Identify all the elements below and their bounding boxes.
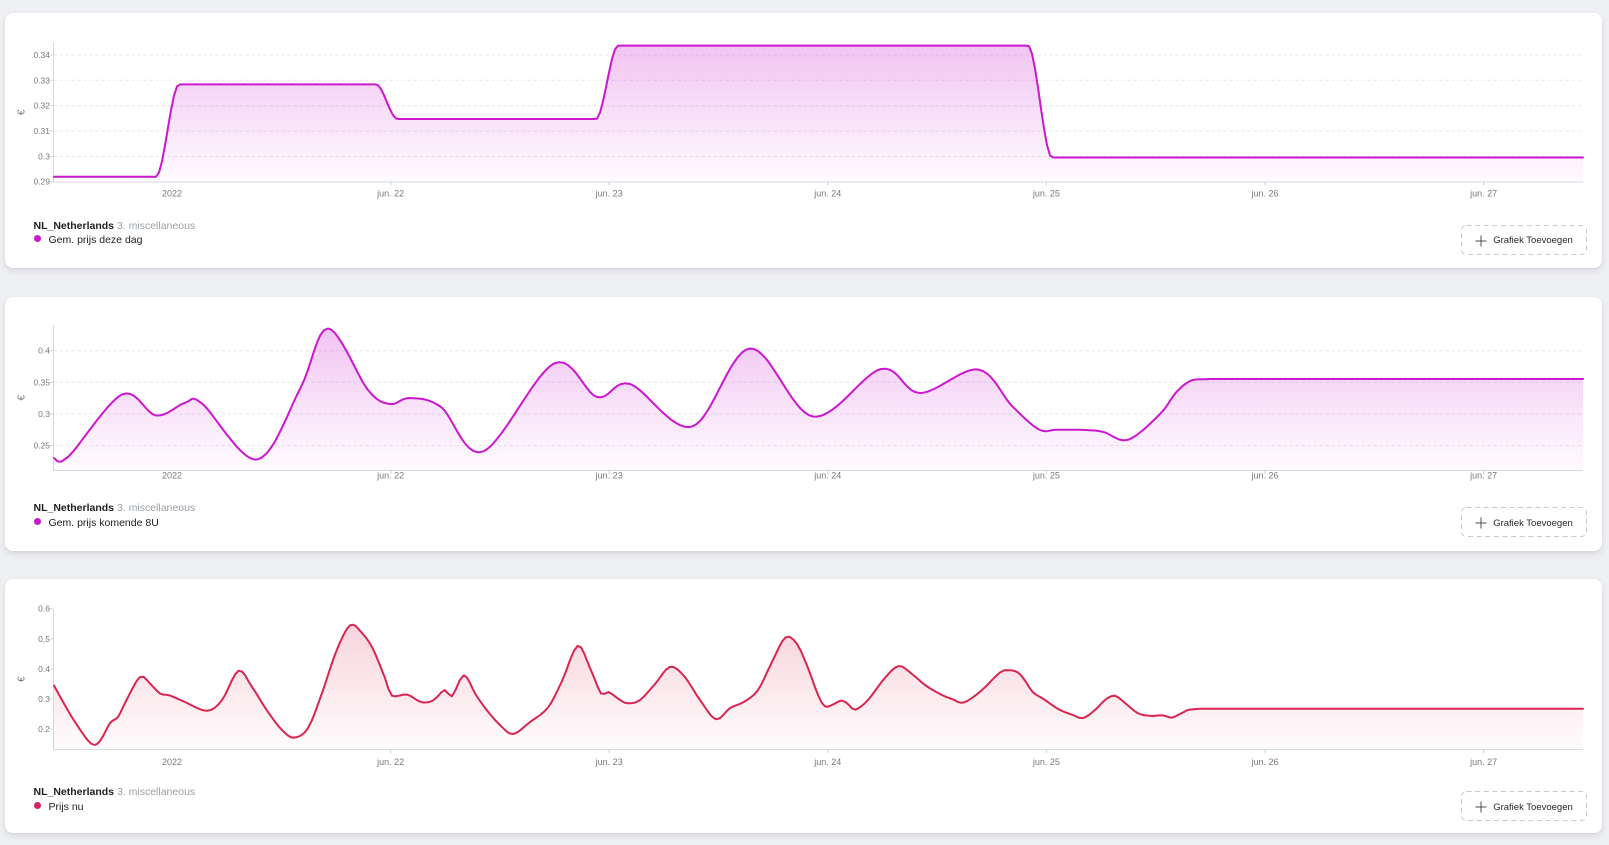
- svg-text:jun. 23: jun. 23: [595, 471, 623, 481]
- svg-text:jun. 25: jun. 25: [1032, 757, 1060, 767]
- svg-text:jun. 27: jun. 27: [1469, 757, 1497, 767]
- svg-text:jun. 25: jun. 25: [1032, 189, 1060, 199]
- svg-text:€: €: [16, 676, 27, 682]
- svg-text:0.34: 0.34: [33, 50, 50, 60]
- svg-text:jun. 23: jun. 23: [595, 189, 623, 199]
- svg-text:0.5: 0.5: [38, 634, 50, 644]
- svg-text:0.32: 0.32: [33, 101, 50, 111]
- svg-text:0.25: 0.25: [33, 441, 50, 451]
- svg-text:jun. 22: jun. 22: [376, 471, 404, 481]
- svg-text:0.31: 0.31: [33, 126, 50, 136]
- svg-text:jun. 25: jun. 25: [1032, 471, 1060, 481]
- svg-text:0.6: 0.6: [38, 604, 50, 614]
- svg-text:0.29: 0.29: [33, 177, 50, 187]
- svg-text:0.3: 0.3: [38, 694, 50, 704]
- svg-text:0.35: 0.35: [33, 377, 50, 387]
- svg-text:jun. 26: jun. 26: [1250, 757, 1278, 767]
- svg-text:jun. 27: jun. 27: [1469, 189, 1497, 199]
- svg-text:0.3: 0.3: [38, 151, 50, 161]
- svg-text:jun. 27: jun. 27: [1469, 471, 1497, 481]
- svg-text:jun. 23: jun. 23: [595, 757, 623, 767]
- svg-text:€: €: [16, 109, 27, 115]
- svg-text:jun. 22: jun. 22: [376, 189, 404, 199]
- svg-text:jun. 26: jun. 26: [1250, 471, 1278, 481]
- svg-text:jun. 24: jun. 24: [813, 471, 841, 481]
- svg-text:0.3: 0.3: [38, 409, 50, 419]
- svg-text:jun. 24: jun. 24: [813, 757, 841, 767]
- svg-text:jun. 26: jun. 26: [1250, 189, 1278, 199]
- svg-text:0.33: 0.33: [33, 75, 50, 85]
- svg-text:jun. 24: jun. 24: [813, 189, 841, 199]
- svg-text:2022: 2022: [162, 471, 182, 481]
- svg-text:0.4: 0.4: [38, 664, 50, 674]
- svg-text:2022: 2022: [162, 757, 182, 767]
- svg-text:jun. 22: jun. 22: [376, 757, 404, 767]
- svg-text:€: €: [16, 395, 27, 401]
- svg-text:0.2: 0.2: [38, 724, 50, 734]
- svg-text:0.4: 0.4: [38, 346, 50, 356]
- svg-text:2022: 2022: [162, 189, 182, 199]
